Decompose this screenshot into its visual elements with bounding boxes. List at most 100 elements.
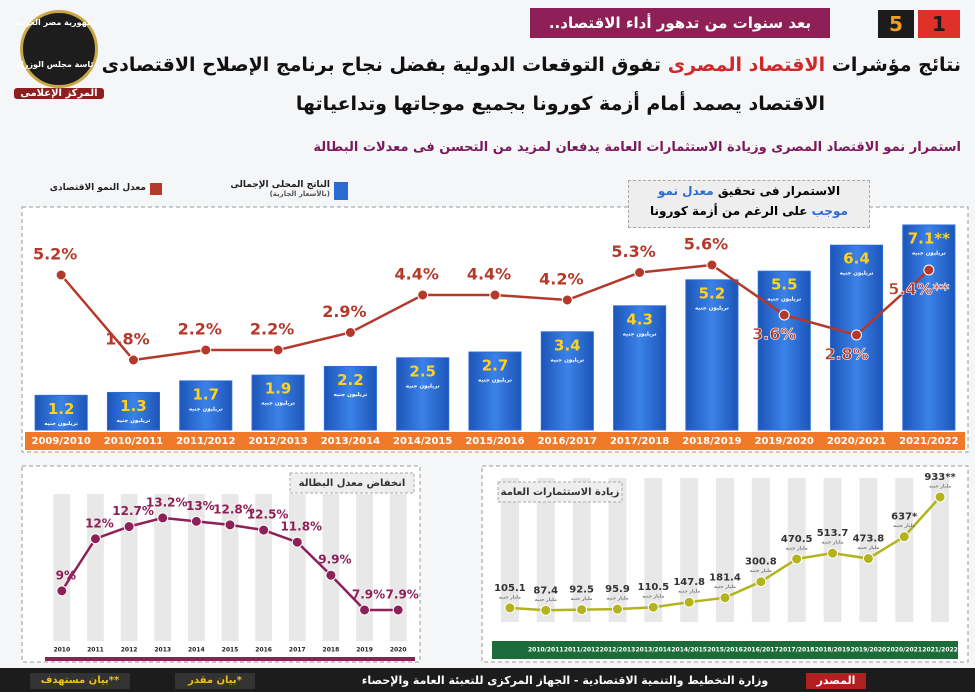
point [923, 264, 935, 276]
bar [106, 391, 160, 431]
legend-text: معدل النمو الاقتصادى [49, 183, 146, 193]
bar-label: 7.1** [908, 229, 950, 247]
bar-label: 2.5 [409, 362, 436, 380]
x-tick-label: 2014/2015 [671, 647, 707, 654]
source: وزارة التخطيط والتنمية الاقتصادية - الجه… [361, 674, 769, 687]
point-label: 92.5 [569, 585, 594, 596]
point [634, 267, 646, 278]
bar [396, 357, 450, 431]
bar-unit: تريليون جنيه [44, 421, 78, 427]
x-tick-label: 2018/2019 [682, 436, 741, 447]
bar [179, 380, 233, 431]
subtitle: استمرار نمو الاقتصاد المصرى وزيادة الاست… [313, 140, 961, 155]
point-label: 147.8 [673, 577, 705, 588]
bar-unit: تريليون جنيه [333, 392, 367, 398]
point-label: 13.2% [146, 495, 188, 509]
point [157, 512, 169, 524]
point-label: 12.8% [213, 502, 255, 516]
title-line2: الاقتصاد يصمد أمام أزمة كورونا بجميع موج… [295, 93, 825, 115]
bar-unit: تريليون جنيه [623, 331, 657, 337]
bar-unit: تريليون جنيه [840, 271, 874, 277]
point-label: 105.1 [494, 583, 526, 594]
footnote: *بيان مقدر [175, 673, 255, 689]
x-tick-label: 2016/2017 [538, 436, 597, 447]
category-row [45, 641, 415, 659]
logo-text: رئاسة مجلس الوزراء [17, 60, 98, 69]
category-rule [45, 657, 415, 661]
logo-text: المركز الإعلامى [14, 88, 104, 99]
point [851, 329, 863, 341]
bar-label: 1.2 [48, 400, 75, 418]
bar [613, 305, 667, 431]
annotation: الاستمرار فى تحقيق معدل نمو موجب على الر… [628, 180, 870, 228]
title: نتائج مؤشرات الاقتصاد المصرى تفوق التوقع… [102, 54, 961, 76]
bar [468, 351, 522, 431]
point [123, 521, 135, 533]
x-tick-label: 2012/2013 [600, 647, 636, 654]
bar-unit: تريليون جنيه [478, 378, 512, 384]
point [224, 519, 236, 531]
x-tick-label: 2015/2016 [707, 647, 743, 654]
point-label: 11.8% [280, 520, 322, 534]
point [827, 547, 839, 559]
x-tick-label: 2013/2014 [636, 647, 672, 654]
x-tick-label: 2015/2016 [465, 436, 524, 447]
point-label: 470.5 [781, 534, 813, 545]
point [200, 344, 212, 356]
x-tick-label: 2016 [255, 647, 272, 654]
bar-label: 5.5 [771, 276, 798, 294]
bar-unit: تريليون جنيه [695, 305, 729, 311]
point [934, 491, 946, 503]
point-label: 110.5 [637, 582, 669, 593]
x-tick-label: 2018 [323, 647, 340, 654]
x-tick-label: 2010 [53, 647, 70, 654]
bar [685, 279, 739, 431]
header-tag: بعد سنوات من تدهور أداء الاقتصاد.. [530, 8, 830, 38]
x-tick-label: 2012 [121, 647, 138, 654]
point [55, 269, 67, 281]
annotation-highlight: معدل نمو [657, 184, 714, 198]
title-part: تفوق التوقعات الدولية بفضل نجاح برنامج ا… [101, 54, 662, 76]
bar-label: 1.3 [120, 397, 147, 415]
point-label: 5.4%** [888, 280, 950, 299]
point-label: 4.2% [539, 270, 583, 289]
point-unit: مليار جنيه [857, 546, 879, 551]
source-label: المصدر [806, 673, 866, 689]
point-label: 5.3% [611, 242, 655, 261]
bar [902, 224, 956, 431]
logo-text: جمهورية مصر العربية [14, 18, 98, 27]
x-tick-label: 2017/2018 [610, 436, 669, 447]
point-unit: مليار جنيه [606, 597, 628, 602]
point-label: 12.5% [247, 508, 289, 522]
point [89, 533, 101, 545]
bar-label: 3.4 [554, 336, 581, 354]
annotation-text: الاستمرار فى تحقيق [717, 184, 841, 198]
bar-unit: تريليون جنيه [550, 357, 584, 363]
x-tick-label: 2018/2019 [815, 647, 851, 654]
chart-title-box [497, 481, 623, 503]
annotation-line: الاستمرار فى تحقيق معدل نمو [629, 181, 869, 201]
bar [757, 270, 811, 431]
point [291, 536, 303, 548]
legend-swatch [150, 183, 162, 195]
point-label: 4.4% [467, 265, 511, 284]
annotation-line: موجب على الرغم من أزمة كورونا [629, 201, 869, 221]
x-tick-label: 2012/2013 [248, 436, 307, 447]
x-tick-label: 2010/2011 [104, 436, 163, 447]
bar-unit: تريليون جنيه [117, 418, 151, 424]
x-tick-label: 2010/2011 [528, 647, 564, 654]
point-label: 2.8% [824, 345, 868, 364]
point-label: 12.7% [112, 504, 154, 518]
x-tick-label: 2013/2014 [321, 436, 380, 447]
bar-label: 2.7 [482, 357, 509, 375]
point [392, 604, 404, 616]
bar [323, 365, 377, 431]
x-tick-label: 2017/2018 [779, 647, 815, 654]
bar [540, 331, 594, 431]
point-label: 3.6% [752, 325, 796, 344]
x-tick-label: 2011/2012 [176, 436, 235, 447]
point-label: 933** [924, 472, 956, 483]
point-label: 513.7 [817, 528, 849, 539]
point-label: 7.9% [352, 587, 385, 601]
point-unit: مليار جنيه [678, 590, 700, 595]
